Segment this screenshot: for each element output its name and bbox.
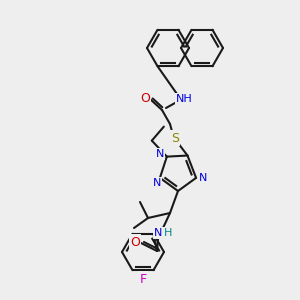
Text: N: N [153,178,161,188]
Text: NH: NH [176,94,192,104]
Text: N: N [199,173,207,183]
Text: N: N [154,228,162,238]
Text: F: F [140,273,147,286]
Text: O: O [130,236,140,248]
Text: O: O [140,92,150,104]
Text: S: S [171,131,179,145]
Text: N: N [156,148,164,159]
Text: H: H [164,228,172,238]
